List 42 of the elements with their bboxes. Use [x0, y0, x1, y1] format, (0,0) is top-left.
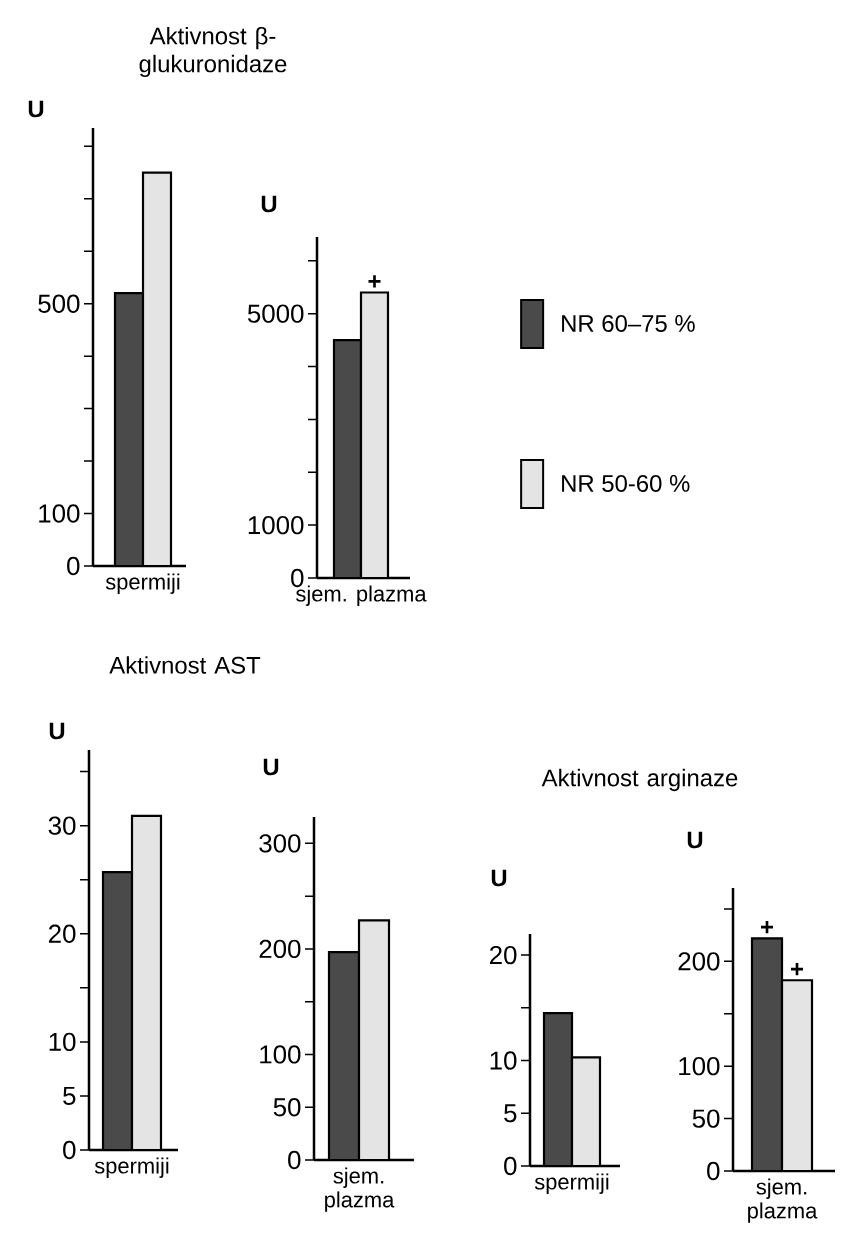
- y-tick-label: 10: [490, 1051, 517, 1070]
- y-tick-label: 100: [39, 504, 80, 523]
- y-tick-label: 0: [504, 1156, 517, 1176]
- y-axis-title: U: [261, 195, 277, 213]
- y-tick-label: 5000: [247, 304, 304, 323]
- y-tick-label: 200: [259, 939, 301, 959]
- y-axis-title: U: [28, 100, 44, 118]
- x-tick-label: sjem. plazma: [748, 1178, 818, 1223]
- y-tick-label: 5: [504, 1104, 517, 1123]
- legend-label: NR 60–75 %: [562, 314, 695, 332]
- y-tick-label: 0: [707, 1161, 720, 1181]
- y-axis-title: U: [49, 722, 65, 740]
- x-tick-label: spermiji: [105, 573, 180, 594]
- y-tick-label: 50: [273, 1098, 301, 1117]
- chart-title: Aktivnost β-glukuronidaze: [139, 26, 287, 78]
- annotation: +: [791, 963, 803, 976]
- y-tick-label: 500: [38, 294, 80, 313]
- y-tick-label: 300: [259, 834, 301, 853]
- y-tick-label: 100: [260, 1045, 301, 1064]
- x-tick-label: spermiji: [94, 1157, 169, 1178]
- x-tick-label: spermiji: [534, 1173, 609, 1194]
- y-tick-label: 30: [48, 816, 76, 835]
- chart-title: Aktivnost arginaze: [541, 768, 738, 792]
- y-tick-label: 5: [63, 1086, 76, 1105]
- y-tick-label: 20: [489, 945, 517, 965]
- chart-title: Aktivnost AST: [109, 656, 261, 674]
- y-tick-label: 20: [48, 924, 76, 943]
- y-axis-title: U: [491, 869, 507, 887]
- y-axis-title: U: [263, 758, 279, 776]
- y-tick-label: 0: [67, 556, 80, 576]
- annotation: +: [761, 921, 774, 934]
- y-tick-label: 1000: [248, 515, 304, 535]
- y-tick-label: 0: [288, 1150, 301, 1170]
- legend-label: NR 50-60 %: [562, 474, 690, 492]
- y-tick-label: 50: [692, 1109, 720, 1128]
- y-tick-label: 200: [678, 952, 720, 971]
- y-tick-label: 10: [49, 1032, 76, 1052]
- y-tick-label: 100: [679, 1057, 720, 1076]
- annotation: +: [368, 275, 381, 288]
- x-tick-label: sjem. plazma: [325, 1167, 395, 1212]
- y-tick-label: 0: [63, 1140, 76, 1160]
- y-axis-title: U: [687, 831, 703, 849]
